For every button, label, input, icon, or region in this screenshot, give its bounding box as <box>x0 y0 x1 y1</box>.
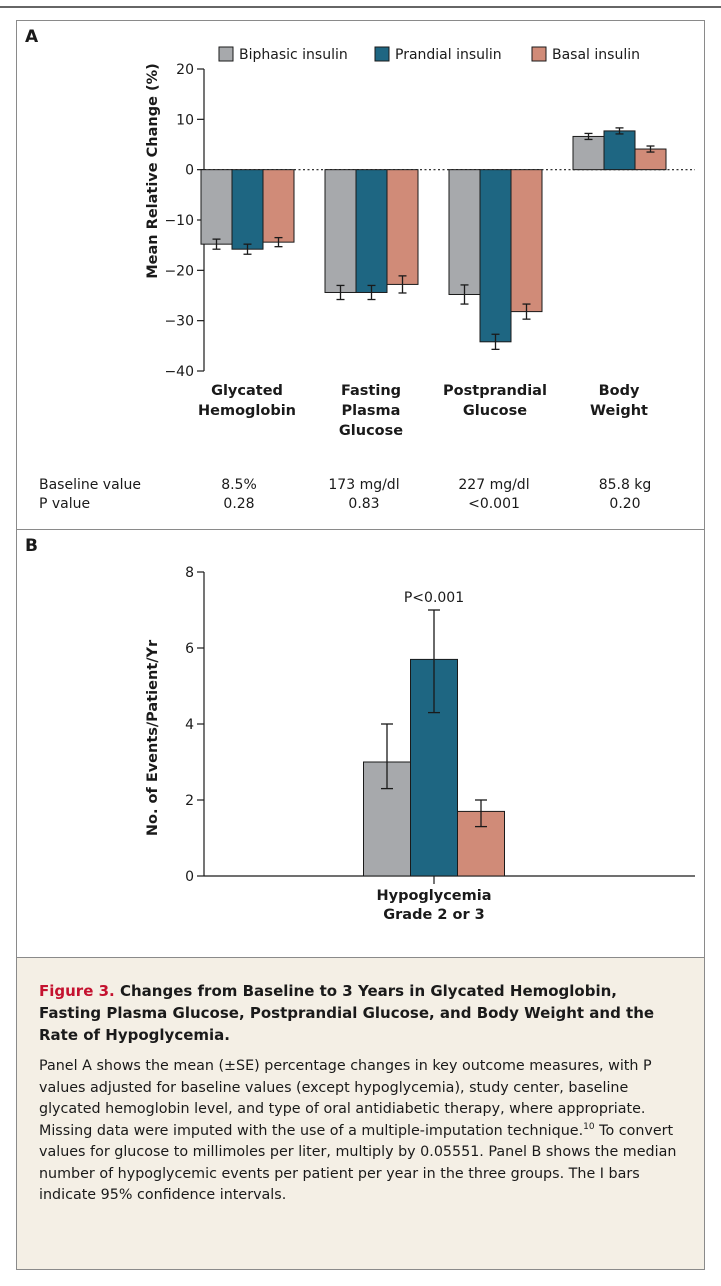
category-label: Plasma <box>342 403 401 419</box>
figure-caption: Figure 3. Changes from Baseline to 3 Yea… <box>16 958 705 1270</box>
caption-body-part1: Panel A shows the mean (±SE) percentage … <box>39 1058 652 1139</box>
caption-title: Figure 3. Changes from Baseline to 3 Yea… <box>39 980 682 1046</box>
baseline-value: 173 mg/dl <box>328 477 399 493</box>
bar <box>572 135 605 171</box>
caption-label: Figure 3. <box>39 982 115 1000</box>
category-label: Weight <box>590 403 648 419</box>
panel-a-letter: A <box>25 27 39 47</box>
panel-b-letter: B <box>25 536 38 556</box>
category-label: Body <box>599 383 640 399</box>
y-tick-label: 20 <box>176 62 194 78</box>
y-tick-label: 4 <box>185 717 194 733</box>
category-label: Grade 2 or 3 <box>383 907 485 923</box>
bar <box>386 169 419 285</box>
y-tick-label: −40 <box>164 364 194 380</box>
top-rule <box>0 6 721 8</box>
y-tick-label: 0 <box>185 869 194 885</box>
bar <box>448 169 481 295</box>
chart-b-ylabel: No. of Events/Patient/Yr <box>145 639 161 836</box>
y-tick-label: 8 <box>185 565 194 581</box>
p-value-annotation: P<0.001 <box>404 590 464 606</box>
category-label: Postprandial <box>443 383 547 399</box>
chart-a: Mean Relative Change (%) 20 10 0 −10 −20 −30 −… <box>39 46 695 512</box>
panel-a: A Mean Relative Change (%) 20 10 0 −10 −20 −3… <box>16 20 705 530</box>
category-label: Glucose <box>463 403 527 419</box>
bar <box>262 169 295 243</box>
y-tick-label: −10 <box>164 213 194 229</box>
legend-swatch <box>374 46 390 62</box>
caption-body: Panel A shows the mean (±SE) percentage … <box>39 1056 682 1207</box>
panel-b: B No. of Events/Patient/Yr 0 2 4 6 8 P<0.001… <box>16 530 705 958</box>
stats-row-label-pvalue: P value <box>39 496 90 512</box>
category-label: Hemoglobin <box>198 403 296 419</box>
bar <box>603 130 636 171</box>
legend-label: Biphasic insulin <box>239 47 348 63</box>
legend-swatch <box>218 46 234 62</box>
legend-label: Basal insulin <box>552 47 640 63</box>
bar <box>479 169 512 343</box>
p-value: 0.83 <box>348 496 379 512</box>
stats-row-label-baseline: Baseline value <box>39 477 141 493</box>
category-label: Glucose <box>339 423 403 439</box>
caption-reference: 10 <box>583 1121 595 1132</box>
bar <box>200 169 233 245</box>
bar <box>324 169 357 293</box>
category-label: Hypoglycemia <box>376 888 491 904</box>
caption-body-part2: To convert values for glucose to millimo… <box>39 1122 677 1204</box>
chart-a-ylabel: Mean Relative Change (%) <box>145 63 161 279</box>
baseline-value: 85.8 kg <box>599 477 652 493</box>
y-tick-label: −20 <box>164 263 194 279</box>
y-tick-label: 10 <box>176 112 194 128</box>
bar <box>510 169 543 313</box>
category-label: Fasting <box>341 383 401 399</box>
bar <box>231 169 264 250</box>
bar <box>355 169 388 293</box>
baseline-value: 8.5% <box>221 477 257 493</box>
category-label: Glycated <box>211 383 283 399</box>
baseline-value: 227 mg/dl <box>458 477 529 493</box>
legend-label: Prandial insulin <box>395 47 502 63</box>
y-tick-label: 2 <box>185 793 194 809</box>
caption-title-text: Changes from Baseline to 3 Years in Glyc… <box>39 982 655 1044</box>
y-tick-label: −30 <box>164 314 194 330</box>
y-tick-label: 0 <box>185 163 194 179</box>
y-tick-label: 6 <box>185 641 194 657</box>
p-value: 0.20 <box>609 496 640 512</box>
p-value: <0.001 <box>468 496 520 512</box>
p-value: 0.28 <box>223 496 254 512</box>
legend-swatch <box>531 46 547 62</box>
chart-b: No. of Events/Patient/Yr 0 2 4 6 8 P<0.001 H… <box>145 565 695 923</box>
